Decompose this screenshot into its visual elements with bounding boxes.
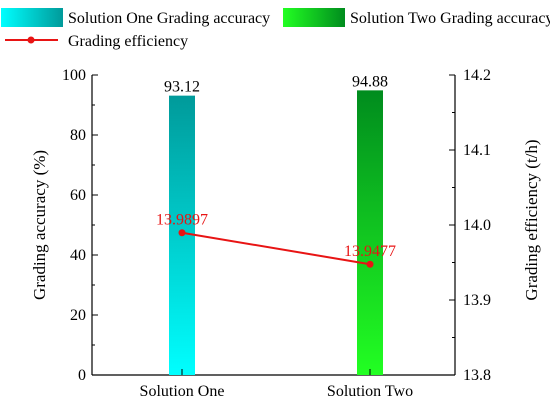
bar-value-label-solution-two: 94.88 [352,73,388,90]
left-axis-title: Grading accuracy (%) [30,150,49,300]
left-tick-label: 40 [70,247,86,264]
x-tick-label-solution-one: Solution One [140,383,225,400]
right-tick-label: 14.0 [463,217,491,234]
x-tick-label-solution-two: Solution Two [327,383,413,400]
legend-swatch-solution-two [283,8,345,27]
left-tick-label: 100 [62,67,86,84]
legend-label-solution-two: Solution Two Grading accuracy [350,10,550,27]
left-tick-label: 60 [70,187,86,204]
right-tick-label: 14.1 [463,142,491,159]
efficiency-line-group: 13.9897 13.9477 [156,212,396,268]
efficiency-line [181,231,371,266]
left-axis-ticks: 0 20 40 60 80 100 [62,67,98,384]
left-tick-label: 0 [78,367,86,384]
left-tick-label: 80 [70,127,86,144]
legend-marker-efficiency [27,36,35,44]
bar-solution-two [357,90,383,376]
x-axis-ticks: Solution One Solution Two [140,369,413,400]
right-tick-label: 14.2 [463,67,491,84]
efficiency-point-solution-two [366,260,374,268]
legend-swatch-solution-one [1,8,63,27]
right-tick-label: 13.9 [463,292,491,309]
bar-value-label-solution-one: 93.12 [164,79,200,96]
right-axis-title: Grading efficiency (t/h) [522,139,541,300]
legend-label-efficiency: Grading efficiency [68,33,188,50]
efficiency-label-solution-one: 13.9897 [156,212,208,229]
right-axis-ticks: 13.8 13.9 14.0 14.1 14.2 [449,67,491,384]
legend: Solution One Grading accuracy Solution T… [1,8,550,50]
legend-label-solution-one: Solution One Grading accuracy [68,10,270,27]
left-tick-label: 20 [70,307,86,324]
efficiency-point-solution-one [178,229,186,237]
right-tick-label: 13.8 [463,367,491,384]
efficiency-label-solution-two: 13.9477 [344,243,396,260]
